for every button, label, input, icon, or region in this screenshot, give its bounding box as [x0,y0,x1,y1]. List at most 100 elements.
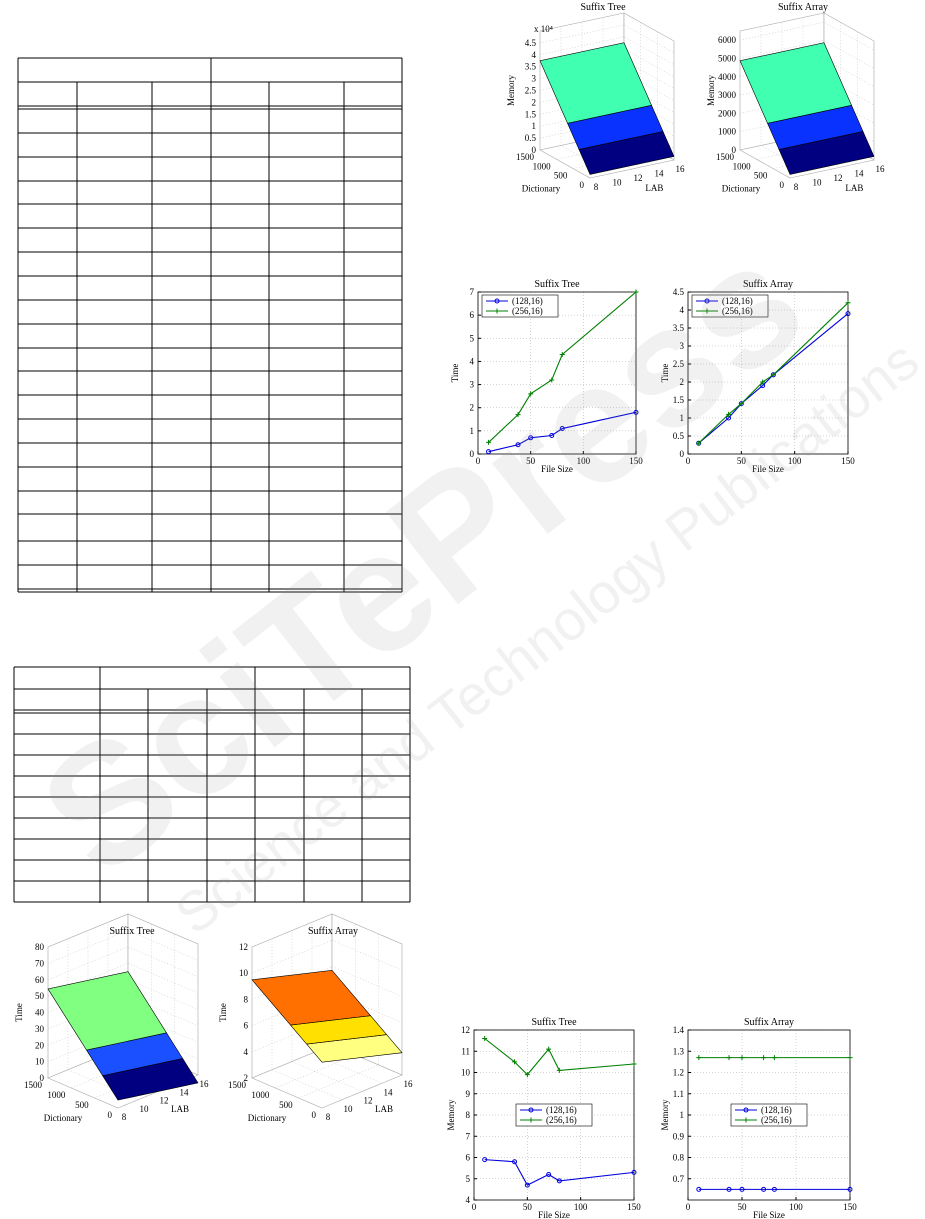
legend-label: (256,16) [722,306,753,316]
z-tick-label: 6 [244,1021,249,1031]
x-axis-label: File Size [541,464,573,474]
y-tick-label: 500 [554,171,568,181]
x-tick-label: 50 [738,1202,748,1212]
y-tick-label: 500 [754,171,768,181]
y-tick-label: 1500 [516,152,535,162]
series-line [698,313,849,444]
plot-frame [473,1029,635,1201]
z-tick-label: 4000 [718,72,737,82]
y-tick-label: 6 [470,310,475,320]
x-tick-label: 8 [794,182,799,192]
x-tick-label: 150 [629,456,643,466]
legend-label: (256,16) [546,1115,577,1125]
y-axis-label: Time [660,364,670,383]
x-tick-label: 50 [737,456,747,466]
x-tick-label: 0 [476,456,481,466]
y-tick-label: 1 [680,1110,685,1120]
z-tick-label: 4.5 [525,38,537,48]
y-tick-label: 1.1 [673,1089,684,1099]
grid-line [773,31,858,169]
legend-marker [743,1117,749,1123]
series-line [698,302,849,444]
title: Suffix Array [778,2,828,13]
x-tick-label: 12 [160,1096,169,1106]
legend-label: (128,16) [512,296,543,306]
y-tick-label: 0.5 [673,431,685,441]
z-tick-label: 3 [532,74,537,84]
grid-line [756,22,841,160]
y-tick-label: 3.5 [673,323,685,333]
x-tick-label: 10 [813,178,823,188]
z-tick-label: 3000 [718,90,737,100]
legend-marker [494,308,500,314]
x-tick-label: 14 [655,169,665,179]
x-tick-label: 12 [834,173,843,183]
y-tick-label: 2.5 [673,359,685,369]
legend-marker [704,298,710,304]
y-tick-label: 12 [461,1025,470,1035]
x-tick-label: 12 [364,1096,373,1106]
series-line [484,1159,635,1186]
annotation: x 10⁴ [534,24,553,34]
data-point [726,1186,732,1192]
grid-line [556,22,641,160]
data-point [847,1055,853,1061]
z-tick-label: 10 [239,968,249,978]
z-tick-label: 2.5 [525,86,537,96]
y-tick-label: 0.7 [673,1174,685,1184]
x-tick-label: 14 [384,1087,394,1097]
y-tick-label: 10 [461,1068,471,1078]
legend-label: (128,16) [722,296,753,306]
data-point [738,401,744,407]
z-tick-label: 2 [532,97,537,107]
series-line [484,1038,635,1076]
z-tick-label: 40 [35,1008,45,1018]
title: Suffix Tree [531,1017,577,1028]
title: Suffix Tree [109,926,155,937]
y-tick-label: 0 [680,449,685,459]
z-tick-label: 70 [35,958,45,968]
y-tick-label: 5 [470,333,475,343]
y-tick-label: 1000 [47,1090,66,1100]
x-axis-label: LAB [845,183,863,193]
z-tick-label: 0 [532,145,537,155]
watermark-brand: SciTePress [7,205,836,911]
y-tick-label: 0.8 [673,1153,685,1163]
z-tick-label: 50 [35,991,45,1001]
z-axis-label: Memory [706,75,716,106]
z-tick-label: 12 [239,942,248,952]
x-tick-label: 16 [404,1079,414,1089]
z-axis-label: Time [218,1003,228,1022]
legend-marker [494,298,500,304]
title: Suffix Tree [534,279,580,290]
z-tick-label: 4 [532,50,537,60]
data-point [486,439,492,445]
z-tick-label: 0 [40,1073,45,1083]
surface-patch [539,42,652,124]
y-tick-label: 1500 [24,1080,43,1090]
x-tick-label: 14 [855,169,865,179]
data-point [524,1182,530,1188]
z-tick-label: 30 [35,1024,45,1034]
data-point [761,1186,767,1192]
data-point [512,1059,518,1065]
data-point [559,426,565,432]
data-point [549,377,555,383]
y-axis-label: Dictionary [722,184,761,194]
title: Suffix Tree [580,2,626,13]
y-tick-label: 11 [461,1046,470,1056]
data-point [546,1046,552,1052]
z-tick-label: 0 [732,145,737,155]
y-tick-label: 0 [312,1110,317,1120]
surface-patch [251,970,372,1026]
x-tick-label: 10 [613,178,623,188]
x-axis-label: File Size [752,464,784,474]
data-point [631,1169,637,1175]
z-tick-label: 80 [35,942,45,952]
title: Suffix Array [308,926,358,937]
y-tick-label: 1.4 [673,1025,685,1035]
y-tick-label: 1.3 [673,1046,685,1056]
surface-patch [739,42,852,124]
title: Suffix Array [743,279,793,290]
x-tick-label: 16 [200,1079,210,1089]
